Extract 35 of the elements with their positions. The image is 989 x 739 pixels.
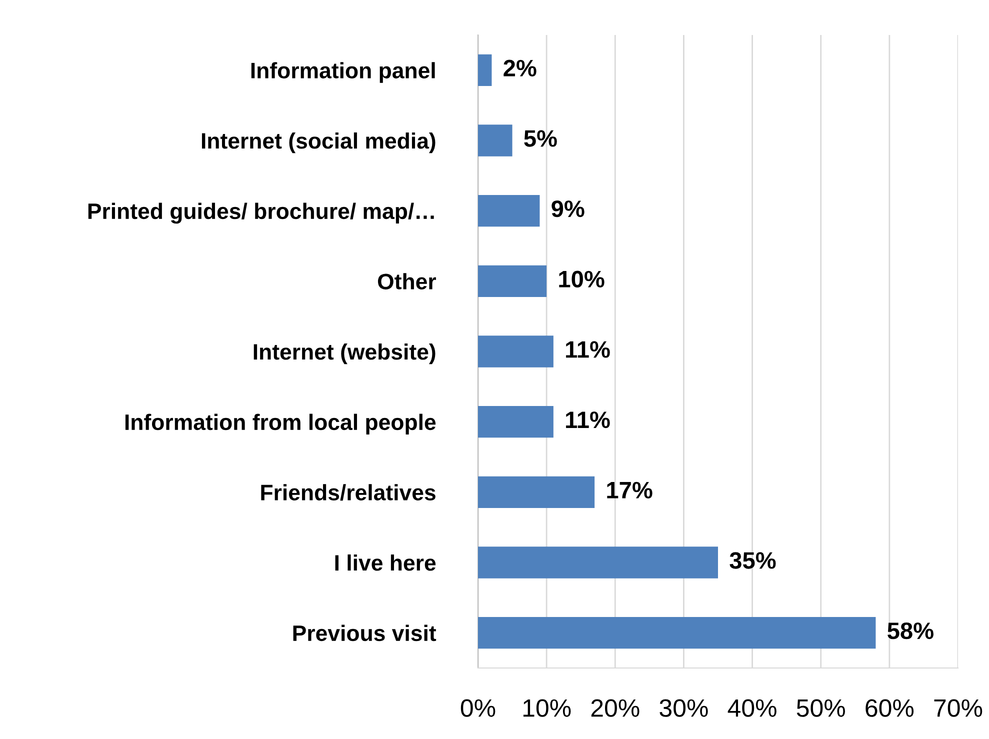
bar [478,265,547,297]
y-tick-label: Friends/relatives [261,484,436,501]
y-tick-label: Internet (website) [254,343,436,364]
bar [478,336,554,368]
bar [478,124,512,156]
y-tick-label: Previous visit [293,624,436,642]
data-label: 9% [552,200,584,218]
y-tick-label: Printed guides/ brochure/ map/… [88,202,434,224]
y-tick-label: Information panel [251,62,435,83]
x-tick-label: 70% [934,699,982,717]
data-label: 17% [607,482,652,498]
data-label: 11% [566,412,610,428]
x-tick-label: 60% [866,699,914,717]
y-tick-label: Internet (social media) [202,132,436,154]
bar [478,546,718,578]
bar [478,476,595,508]
x-tick-label: 0% [460,699,496,717]
y-tick-label: I live here [335,554,436,571]
data-label: 5% [524,130,557,147]
data-label: 2% [504,60,536,76]
x-tick-label: 30% [660,699,708,717]
y-tick-label: Information from local people [125,414,436,434]
y-tick-label: Other [378,273,436,290]
data-label: 10% [559,270,604,288]
x-tick-label: 20% [591,699,640,717]
x-tick-label: 50% [796,699,845,717]
x-tick-label: 40% [728,699,776,717]
bar [478,406,554,438]
bar [478,195,540,227]
bar [478,54,492,86]
data-label: 11% [566,341,610,358]
data-label: 35% [730,552,776,569]
x-tick-label: 10% [523,699,571,717]
bar [478,617,876,649]
data-label: 58% [888,622,934,640]
